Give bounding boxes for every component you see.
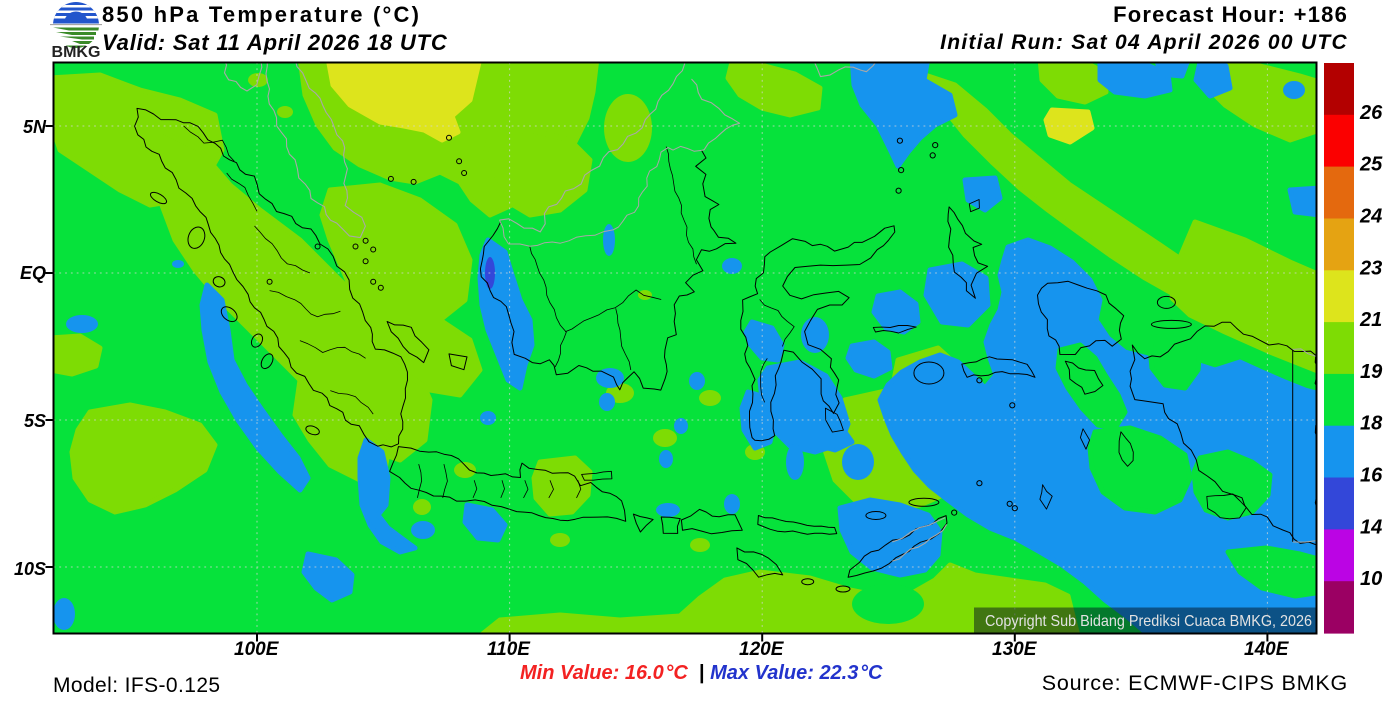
svg-text:19: 19 — [1360, 361, 1383, 383]
svg-text:18: 18 — [1360, 413, 1383, 435]
svg-text:23: 23 — [1359, 257, 1382, 279]
svg-text:24: 24 — [1359, 206, 1382, 228]
svg-text:16: 16 — [1360, 465, 1383, 487]
svg-text:26: 26 — [1359, 102, 1383, 124]
svg-text:10: 10 — [1360, 568, 1382, 590]
svg-text:25: 25 — [1359, 154, 1383, 176]
svg-text:Copyright Sub Bidang Prediksi: Copyright Sub Bidang Prediksi Cuaca BMKG… — [985, 613, 1312, 630]
svg-text:21: 21 — [1359, 309, 1382, 331]
svg-text:14: 14 — [1360, 516, 1382, 538]
